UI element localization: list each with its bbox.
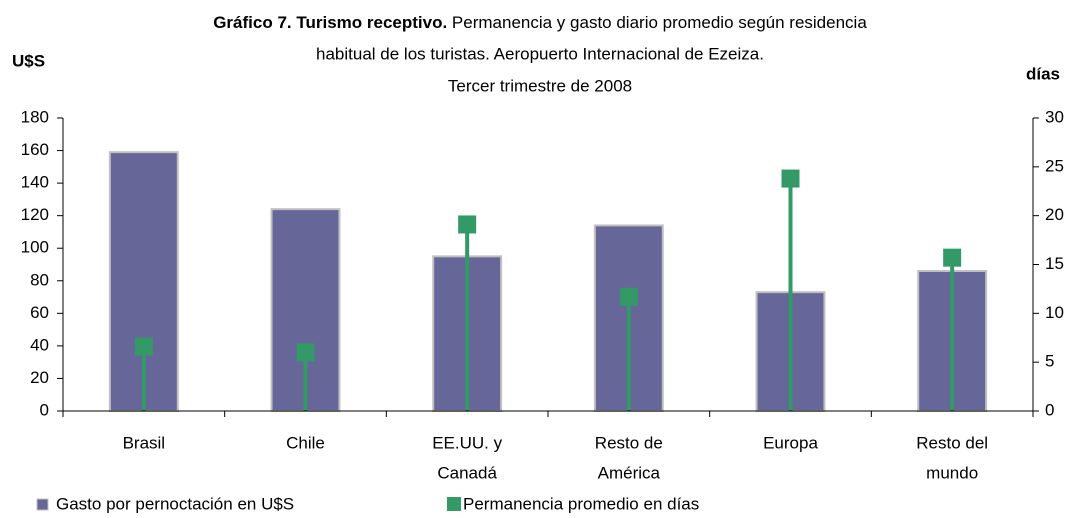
x-tick-label: Brasil xyxy=(123,433,166,452)
x-tick-label: Resto del xyxy=(916,433,988,452)
marker xyxy=(619,287,638,306)
x-tick-label: Resto de xyxy=(595,433,663,452)
y-tick-label: 40 xyxy=(30,335,49,354)
y2-tick-label: 15 xyxy=(1045,254,1064,273)
x-tick-label: mundo xyxy=(926,463,978,482)
marker xyxy=(134,337,153,356)
y-tick-label: 60 xyxy=(30,303,49,322)
y2-axis-label: días xyxy=(1026,64,1060,83)
x-tick-label: América xyxy=(598,463,661,482)
chart-title: Gráfico 7. Turismo receptivo. Permanenci… xyxy=(213,13,867,32)
y2-tick-label: 0 xyxy=(1045,400,1054,419)
y-axis-label: U$S xyxy=(12,51,45,70)
y-tick-label: 0 xyxy=(40,400,49,419)
y2-tick-label: 25 xyxy=(1045,156,1064,175)
chart-title: habitual de los turistas. Aeropuerto Int… xyxy=(316,44,764,63)
marker xyxy=(781,169,800,188)
marker xyxy=(296,343,315,362)
y-tick-label: 20 xyxy=(30,368,49,387)
x-tick-label: EE.UU. y xyxy=(432,433,502,452)
y-tick-label: 180 xyxy=(21,107,49,126)
legend-label: Permanencia promedio en días xyxy=(463,494,699,513)
x-tick-label: Europa xyxy=(763,433,818,452)
y2-tick-label: 20 xyxy=(1045,205,1064,224)
y-tick-label: 160 xyxy=(21,140,49,159)
legend-swatch xyxy=(447,497,461,511)
y-tick-label: 140 xyxy=(21,173,49,192)
marker xyxy=(943,248,962,267)
title-line: Permanencia y gasto diario promedio segú… xyxy=(452,13,867,32)
legend-label: Gasto por pernoctación en U$S xyxy=(56,494,294,513)
y2-tick-label: 5 xyxy=(1045,352,1054,371)
legend-swatch xyxy=(36,498,49,511)
x-tick-label: Canadá xyxy=(437,463,497,482)
y2-tick-label: 30 xyxy=(1045,107,1064,126)
title-bold: Gráfico 7. Turismo receptivo. xyxy=(213,13,447,32)
y-tick-label: 120 xyxy=(21,205,49,224)
y-tick-label: 80 xyxy=(30,270,49,289)
y-tick-label: 100 xyxy=(21,238,49,257)
y2-tick-label: 10 xyxy=(1045,303,1064,322)
x-tick-label: Chile xyxy=(286,433,325,452)
chart-title: Tercer trimestre de 2008 xyxy=(448,76,632,95)
marker xyxy=(458,215,477,234)
